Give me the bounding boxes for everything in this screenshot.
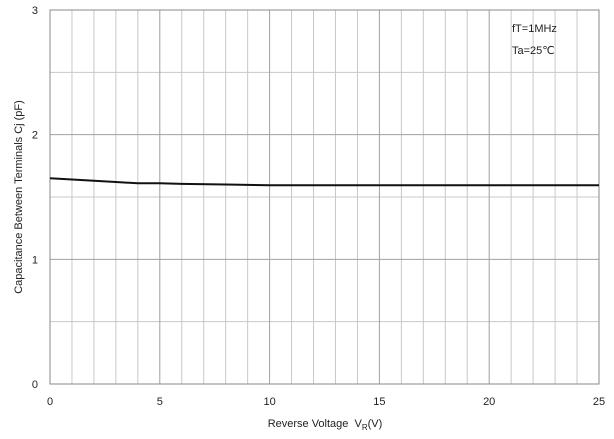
series-line — [49, 177, 599, 187]
x-tick-label: 0 — [47, 396, 53, 408]
y-tick-label: 0 — [32, 379, 38, 391]
x-axis-label: Reverse Voltage VR(V) — [268, 418, 383, 432]
x-axis-label-main: Reverse Voltage V — [268, 418, 363, 430]
x-tick-label: 25 — [593, 396, 605, 408]
y-tick-label: 2 — [32, 130, 38, 142]
y-tick-labels: 0 1 2 3 — [32, 5, 38, 391]
x-tick-labels: 0 5 10 15 20 25 — [47, 396, 605, 408]
x-axis-label-subscript: R — [362, 423, 368, 432]
annotation-temperature: Ta=25℃ — [512, 45, 555, 57]
x-tick-label: 20 — [483, 396, 495, 408]
y-axis-label: Capacitance Between Terminals Cj (pF) — [13, 100, 25, 294]
x-tick-label: 10 — [263, 396, 275, 408]
y-tick-label: 3 — [32, 5, 38, 17]
annotation-frequency: fT=1MHz — [512, 23, 557, 35]
x-axis-label-unit: (V) — [368, 418, 383, 430]
minor-gridlines — [50, 10, 599, 384]
y-tick-label: 1 — [32, 254, 38, 266]
series-layer — [49, 177, 599, 187]
x-tick-label: 15 — [373, 396, 385, 408]
plot-frame — [49, 9, 600, 385]
x-tick-label: 5 — [157, 396, 163, 408]
